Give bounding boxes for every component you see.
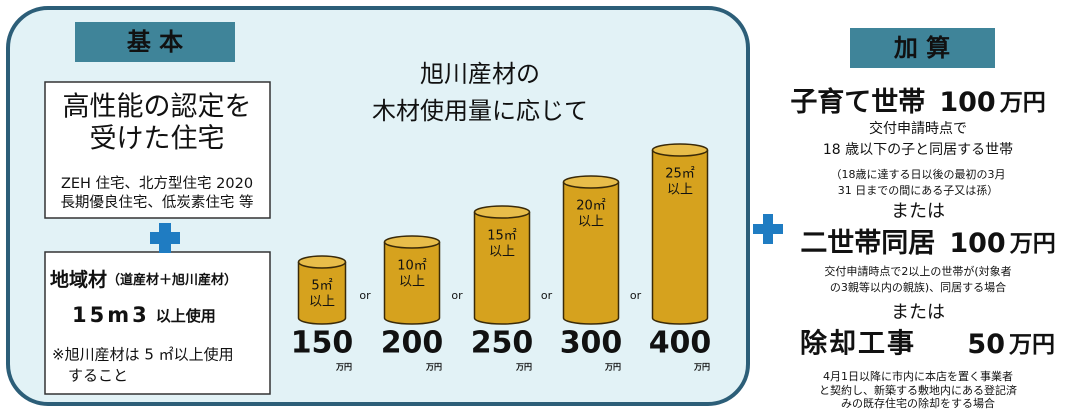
tier-amount: 200	[381, 326, 444, 361]
local-amount: 15m3 以上使用	[72, 303, 216, 327]
condition: 18 歳以下の子と同居する世帯	[823, 142, 1013, 158]
connector: または	[891, 201, 945, 222]
tier-amount: 400	[649, 326, 712, 361]
volume-title: 旭川産材の	[420, 60, 540, 88]
separator: or	[541, 289, 553, 302]
example: ZEH 住宅、北方型住宅 2020	[61, 175, 253, 192]
tier-unit: 万円	[515, 363, 532, 372]
condition: 交付申請時点で2以上の世帯が(対象者	[824, 264, 1011, 278]
tier-amount: 300	[560, 326, 623, 361]
volume-label: 以上	[489, 245, 515, 260]
bonus-amount: 50	[967, 329, 1005, 360]
cylinder-top	[299, 256, 346, 268]
tier-unit: 万円	[425, 363, 442, 372]
volume-label: 以上	[578, 215, 604, 230]
condition: 4月1日以降に市内に本店を置く事業者	[823, 369, 1013, 383]
volume-label: 以上	[399, 275, 425, 290]
condition: の3親等以内の親族)、同居する場合	[830, 280, 1006, 294]
cylinder-top	[385, 236, 440, 248]
note: すること	[68, 367, 128, 385]
condition: 交付申請時点で	[869, 120, 967, 137]
condition: と契約し、新築する敷地内にある登記済	[819, 383, 1017, 397]
note: （18歳に達する日以後の最初の3月	[831, 167, 1006, 181]
local-note: （道産材＋旭川産材）	[107, 272, 237, 288]
bonus-unit: 万円	[1010, 231, 1056, 257]
condition: みの既存住宅の除却をする場合	[841, 396, 995, 410]
bonus-unit: 万円	[1009, 332, 1055, 358]
amount-suffix: 以上使用	[156, 307, 216, 325]
infographic: 基 本高性能の認定を受けた住宅 ZEH 住宅、北方型住宅 2020長期優良住宅、低…	[0, 0, 1068, 410]
volume-label: 5㎡	[311, 279, 332, 294]
tier-amount: 150	[291, 326, 354, 361]
connector: または	[891, 302, 945, 323]
separator: or	[630, 289, 642, 302]
tier-unit: 万円	[693, 363, 710, 372]
example: 長期優良住宅、低炭素住宅 等	[60, 193, 253, 211]
note: ※旭川産材は 5 ㎡以上使用	[52, 346, 234, 364]
note: 31 日までの間にある子又は孫）	[838, 184, 999, 197]
volume-label: 以上	[667, 183, 693, 198]
amount: 15m3	[72, 303, 150, 327]
volume-title: 木材使用量に応じて	[372, 97, 588, 125]
bonus-unit: 万円	[1000, 90, 1046, 116]
heading: 高性能の認定を	[63, 92, 252, 123]
separator: or	[451, 289, 463, 302]
tab-label: 加 算	[894, 34, 950, 62]
bonus-amount: 100	[949, 228, 1005, 259]
volume-label: 10㎡	[397, 259, 427, 274]
cylinder-top	[564, 176, 619, 188]
volume-label: 15㎡	[487, 229, 517, 244]
heading: 受けた住宅	[90, 124, 225, 155]
cylinder-top	[653, 144, 708, 156]
separator: or	[359, 289, 371, 302]
bonus-name: 除却工事	[800, 328, 916, 360]
tier-unit: 万円	[335, 363, 352, 372]
tier-unit: 万円	[604, 363, 621, 372]
volume-label: 25㎡	[665, 167, 695, 182]
local-name: 地域材	[50, 268, 107, 291]
plus-icon	[753, 214, 783, 244]
tab-label: 基 本	[127, 28, 183, 56]
bonus-name: 二世帯同居	[800, 227, 935, 259]
volume-label: 20㎡	[576, 199, 606, 214]
cylinder-top	[475, 206, 530, 218]
volume-label: 以上	[309, 295, 335, 310]
tier-amount: 250	[471, 326, 534, 361]
bonus-amount: 100	[939, 87, 995, 118]
bonus-name: 子育て世帯	[790, 86, 925, 118]
